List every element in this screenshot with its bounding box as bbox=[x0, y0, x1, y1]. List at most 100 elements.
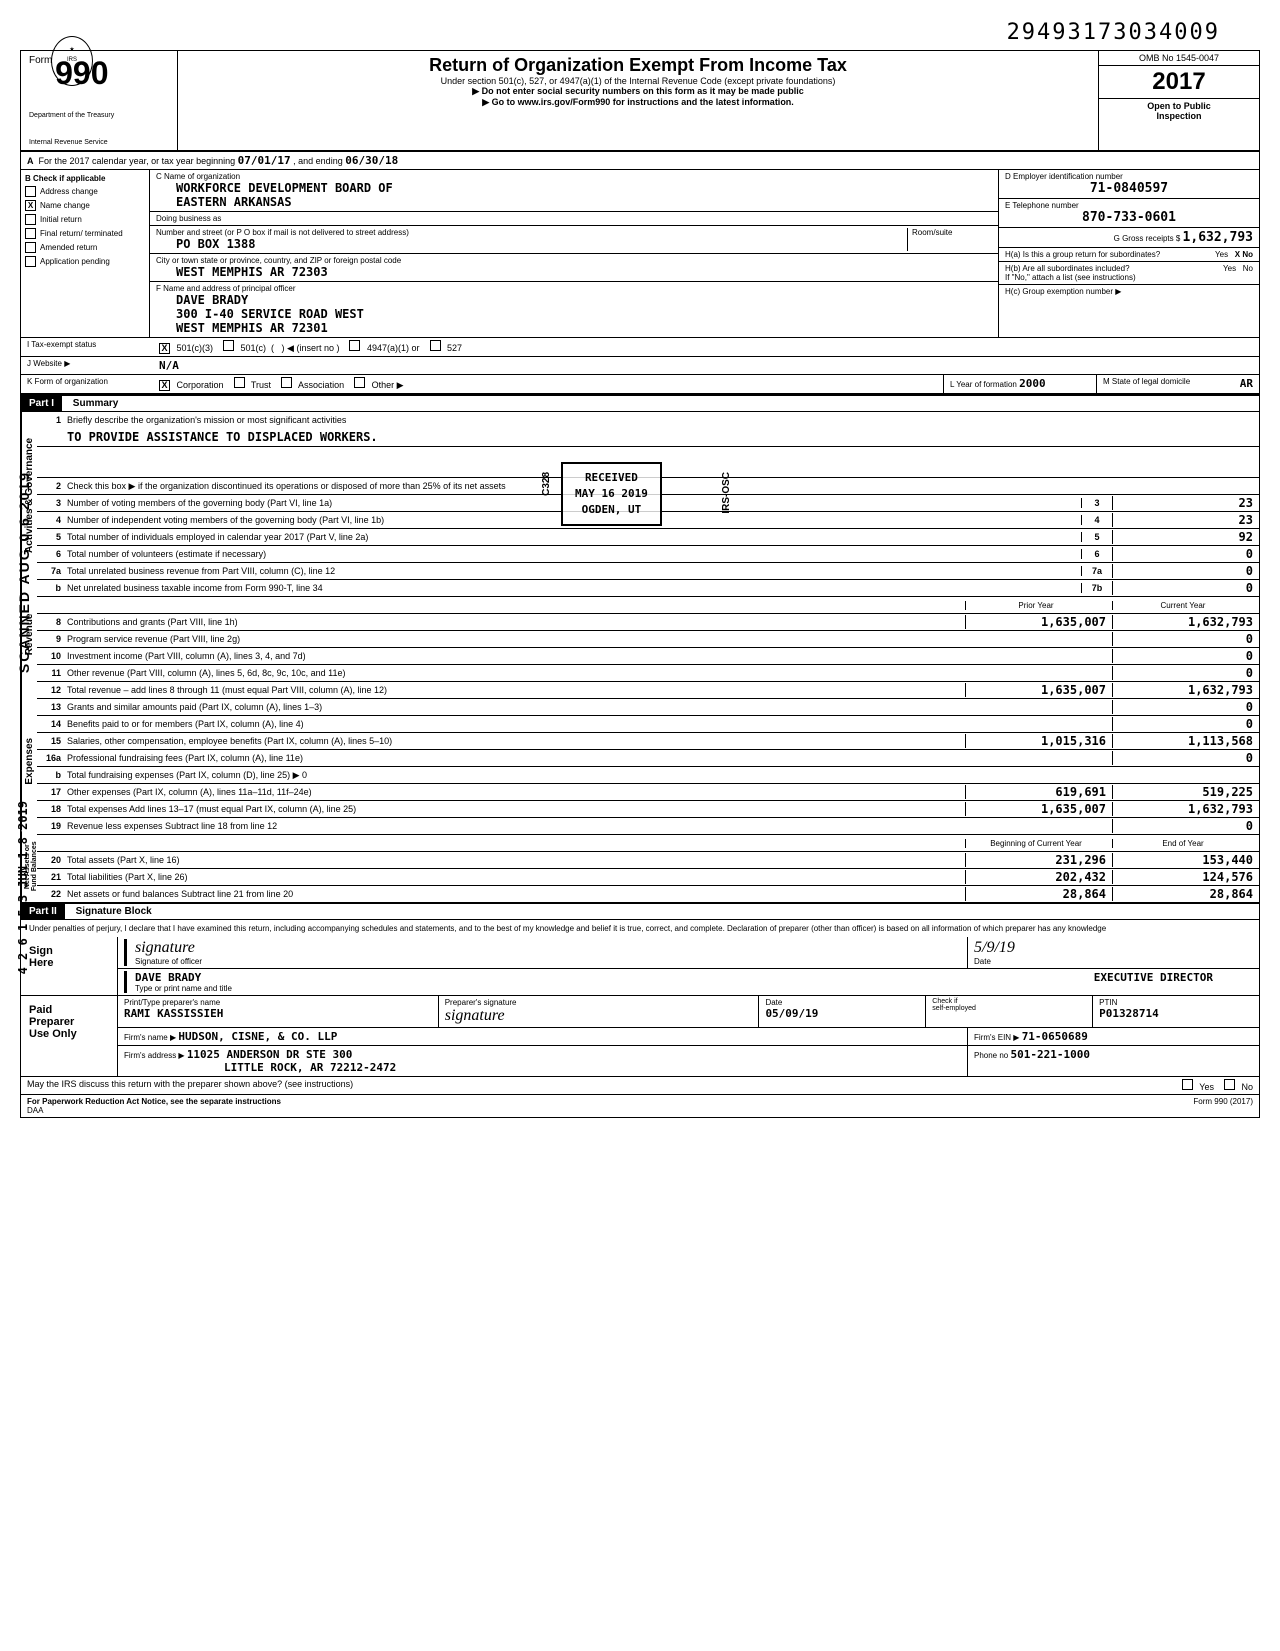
officer-signature[interactable]: signature bbox=[135, 939, 195, 956]
document-number: 29493173034009 bbox=[20, 20, 1260, 45]
instruction-line-2: ▶ Go to www.irs.gov/Form990 for instruct… bbox=[182, 97, 1094, 108]
line-5: 5Total number of individuals employed in… bbox=[37, 529, 1259, 546]
gross-receipts: G Gross receipts $ 1,632,793 bbox=[999, 228, 1259, 248]
preparer-date: 05/09/19 bbox=[765, 1007, 919, 1020]
line-20: 20Total assets (Part X, line 16)231,2961… bbox=[37, 852, 1259, 869]
main-title: Return of Organization Exempt From Incom… bbox=[182, 55, 1094, 76]
phone: 870-733-0601 bbox=[1005, 210, 1253, 225]
line-6: 6Total number of volunteers (estimate if… bbox=[37, 546, 1259, 563]
col-b-checkboxes: B Check if applicable Address change XNa… bbox=[21, 170, 150, 337]
section-expenses: Expenses bbox=[21, 691, 37, 831]
line-16a: 16aProfessional fundraising fees (Part I… bbox=[37, 750, 1259, 767]
tax-year: 2017 bbox=[1099, 66, 1259, 99]
form-990-container: ★IRS SCANNED AUG 0 6 2019 4 2 6 1 5 3 JU… bbox=[20, 50, 1260, 1118]
firm-ein: 71-0650689 bbox=[1022, 1030, 1088, 1043]
part-1-header: Part I Summary bbox=[21, 394, 1259, 412]
col-headers-net: Beginning of Current Year End of Year bbox=[37, 835, 1259, 852]
col-b-header: B Check if applicable bbox=[25, 174, 145, 183]
form-number: 990 bbox=[55, 55, 108, 91]
firm-phone: 501-221-1000 bbox=[1011, 1048, 1090, 1061]
row-k-form-org: K Form of organization X Corporation Tru… bbox=[21, 375, 1259, 394]
cb-final-return[interactable]: Final return/ terminated bbox=[25, 228, 145, 239]
h-b: H(b) Are all subordinates included? Yes … bbox=[999, 262, 1259, 285]
line-15: 15Salaries, other compensation, employee… bbox=[37, 733, 1259, 750]
org-name-2: EASTERN ARKANSAS bbox=[156, 195, 992, 209]
subtitle: Under section 501(c), 527, or 4947(a)(1)… bbox=[182, 76, 1094, 86]
officer-addr2: WEST MEMPHIS AR 72301 bbox=[156, 321, 992, 335]
line-1-value: TO PROVIDE ASSISTANCE TO DISPLACED WORKE… bbox=[37, 428, 1259, 447]
officer-typed-name: DAVE BRADY bbox=[135, 971, 201, 984]
line-21: 21Total liabilities (Part X, line 26)202… bbox=[37, 869, 1259, 886]
row-j-website: J Website ▶ N/A bbox=[21, 357, 1259, 375]
paid-preparer-label: Paid Preparer Use Only bbox=[21, 996, 117, 1076]
org-name-1: WORKFORCE DEVELOPMENT BOARD OF bbox=[156, 181, 992, 195]
officer-name: DAVE BRADY bbox=[156, 293, 992, 307]
line-12: 12Total revenue – add lines 8 through 11… bbox=[37, 682, 1259, 699]
dept-treasury: Department of the Treasury bbox=[29, 112, 169, 119]
section-governance: Activities & Governance bbox=[21, 412, 37, 578]
received-stamp: RECEIVED MAY 16 2019 OGDEN, UT bbox=[561, 462, 662, 526]
h-c: H(c) Group exemption number ▶ bbox=[999, 285, 1259, 298]
cb-amended[interactable]: Amended return bbox=[25, 242, 145, 253]
room-suite: Room/suite bbox=[907, 228, 992, 251]
city-state-zip: WEST MEMPHIS AR 72303 bbox=[156, 265, 992, 279]
preparer-signature[interactable]: signature bbox=[445, 1007, 753, 1025]
line-9: 9Program service revenue (Part VIII, lin… bbox=[37, 631, 1259, 648]
ein-block: D Employer identification number 71-0840… bbox=[999, 170, 1259, 199]
title-cell: Return of Organization Exempt From Incom… bbox=[178, 51, 1098, 150]
declaration-text: Under penalties of perjury, I declare th… bbox=[21, 920, 1259, 937]
org-name-block: C Name of organization WORKFORCE DEVELOP… bbox=[150, 170, 998, 212]
cb-address-change[interactable]: Address change bbox=[25, 186, 145, 197]
sign-here-block: Sign Here signature Signature of officer… bbox=[21, 937, 1259, 996]
sign-here-label: Sign Here bbox=[21, 937, 117, 995]
line-22: 22Net assets or fund balances Subtract l… bbox=[37, 886, 1259, 902]
address: PO BOX 1388 bbox=[156, 237, 907, 251]
firm-addr1: 11025 ANDERSON DR STE 300 bbox=[187, 1048, 353, 1061]
line-13: 13Grants and similar amounts paid (Part … bbox=[37, 699, 1259, 716]
sig-date: 5/9/19 bbox=[974, 939, 1015, 956]
line-1: 1 Briefly describe the organization's mi… bbox=[37, 412, 1259, 428]
line-7a: 7aTotal unrelated business revenue from … bbox=[37, 563, 1259, 580]
discuss-row: May the IRS discuss this return with the… bbox=[21, 1077, 1259, 1095]
open-to-public: Open to PublicInspection bbox=[1099, 99, 1259, 123]
phone-block: E Telephone number 870-733-0601 bbox=[999, 199, 1259, 228]
section-bcd: B Check if applicable Address change XNa… bbox=[21, 170, 1259, 338]
form-id-cell: Form 990 Department of the Treasury Inte… bbox=[21, 51, 178, 150]
line-18: 18Total expenses Add lines 13–17 (must e… bbox=[37, 801, 1259, 818]
form-label: Form bbox=[29, 55, 52, 66]
summary-table: RECEIVED MAY 16 2019 OGDEN, UT IRS-OSC C… bbox=[21, 412, 1259, 902]
line-10: 10Investment income (Part VIII, column (… bbox=[37, 648, 1259, 665]
section-net-assets: Net Assets or Fund Balances bbox=[21, 831, 37, 902]
line-b: bTotal fundraising expenses (Part IX, co… bbox=[37, 767, 1259, 784]
line-19: 19Revenue less expenses Subtract line 18… bbox=[37, 818, 1259, 835]
preparer-name: RAMI KASSISSIEH bbox=[124, 1007, 432, 1020]
ein: 71-0840597 bbox=[1005, 181, 1253, 196]
cb-application-pending[interactable]: Application pending bbox=[25, 256, 145, 267]
section-revenue: Revenue bbox=[21, 578, 37, 691]
firm-name: HUDSON, CISNE, & CO. LLP bbox=[178, 1030, 337, 1043]
col-headers-rev: Prior Year Current Year bbox=[37, 597, 1259, 614]
officer-addr1: 300 I-40 SERVICE ROAD WEST bbox=[156, 307, 992, 321]
dba-block: Doing business as bbox=[150, 212, 998, 226]
city-block: City or town state or province, country,… bbox=[150, 254, 998, 282]
col-d-ein-phone: D Employer identification number 71-0840… bbox=[999, 170, 1259, 337]
col-c-org-info: C Name of organization WORKFORCE DEVELOP… bbox=[150, 170, 999, 337]
line-17: 17Other expenses (Part IX, column (A), l… bbox=[37, 784, 1259, 801]
paid-preparer-block: Paid Preparer Use Only Print/Type prepar… bbox=[21, 996, 1259, 1077]
omb-number: OMB No 1545-0047 bbox=[1099, 51, 1259, 66]
line-11: 11Other revenue (Part VIII, column (A), … bbox=[37, 665, 1259, 682]
officer-block: F Name and address of principal officer … bbox=[150, 282, 998, 337]
ptin: P01328714 bbox=[1099, 1007, 1253, 1020]
firm-addr2: LITTLE ROCK, AR 72212-2472 bbox=[224, 1061, 396, 1074]
cb-initial-return[interactable]: Initial return bbox=[25, 214, 145, 225]
part-2-header: Part II Signature Block bbox=[21, 902, 1259, 920]
row-i-tax-exempt: I Tax-exempt status X 501(c)(3) 501(c) (… bbox=[21, 338, 1259, 357]
irs-osc-stamp: IRS-OSC bbox=[721, 472, 732, 514]
h-a: H(a) Is this a group return for subordin… bbox=[999, 248, 1259, 262]
self-employed-check[interactable]: Check if self-employed bbox=[925, 996, 1092, 1027]
line-14: 14Benefits paid to or for members (Part … bbox=[37, 716, 1259, 733]
cb-name-change[interactable]: XName change bbox=[25, 200, 145, 211]
form-header: Form 990 Department of the Treasury Inte… bbox=[21, 51, 1259, 152]
c328-stamp: C328 bbox=[541, 472, 552, 496]
line-b: bNet unrelated business taxable income f… bbox=[37, 580, 1259, 597]
